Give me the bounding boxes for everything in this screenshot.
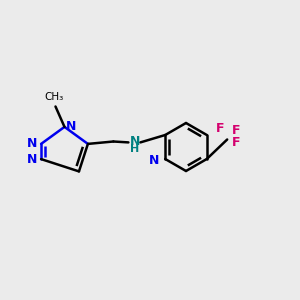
Text: N: N bbox=[26, 153, 37, 166]
Text: H: H bbox=[130, 144, 140, 154]
Text: F: F bbox=[232, 124, 240, 137]
Text: F: F bbox=[232, 136, 240, 149]
Text: N: N bbox=[26, 137, 37, 150]
Text: F: F bbox=[215, 122, 224, 135]
Text: N: N bbox=[149, 154, 159, 167]
Text: N: N bbox=[130, 135, 140, 148]
Text: N: N bbox=[66, 120, 76, 133]
Text: CH₃: CH₃ bbox=[44, 92, 64, 102]
